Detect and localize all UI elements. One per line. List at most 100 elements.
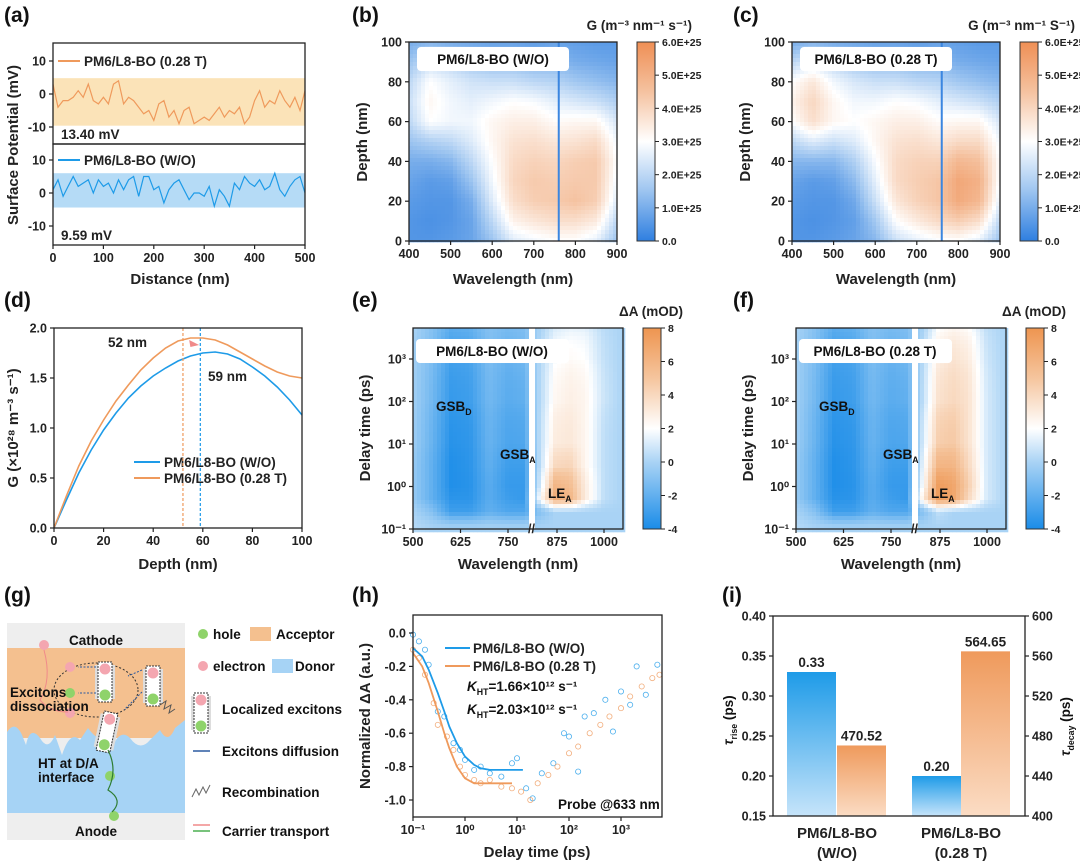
heatmap-cell — [413, 106, 418, 111]
heatmap-cell — [852, 70, 857, 75]
heatmap-cell — [593, 138, 598, 143]
heatmap-cell — [457, 154, 462, 159]
heatmap-cell — [501, 122, 506, 127]
heatmap-cell — [932, 226, 937, 231]
heatmap-cell — [529, 70, 534, 75]
heatmap-cell — [485, 202, 490, 207]
heatmap-cell — [505, 158, 510, 163]
heatmap-cell — [513, 74, 518, 79]
heatmap-cell — [501, 86, 506, 91]
heatmap-cell — [812, 122, 817, 127]
heatmap-cell — [429, 178, 434, 183]
heatmap-cell — [417, 226, 422, 231]
heatmap-cell — [421, 190, 426, 195]
heatmap-cell — [904, 234, 909, 239]
heatmap-cell — [493, 238, 498, 243]
heatmap-cell — [569, 218, 574, 223]
heatmap-cell — [948, 238, 953, 243]
heatmap-cell — [888, 78, 893, 83]
heatmap-cell — [908, 122, 913, 127]
heatmap-cell — [601, 206, 606, 211]
heatmap-cell — [944, 198, 949, 203]
heatmap-cell — [465, 202, 470, 207]
heatmap-cell — [529, 170, 534, 175]
heatmap-cell — [589, 190, 594, 195]
heatmap-cell — [549, 154, 554, 159]
heatmap-cell — [441, 226, 446, 231]
heatmap-cell — [924, 198, 929, 203]
heatmap-cell — [844, 82, 849, 87]
heatmap-cell — [565, 230, 570, 235]
heatmap-cell — [573, 222, 578, 227]
heatmap-cell — [561, 222, 566, 227]
heatmap-cell — [872, 126, 877, 131]
heatmap-cell — [824, 238, 829, 243]
heatmap-cell — [832, 238, 837, 243]
heatmap-cell — [904, 202, 909, 207]
heatmap-cell — [908, 238, 913, 243]
heatmap-cell — [920, 90, 925, 95]
heatmap-cell — [872, 110, 877, 115]
heatmap-cell — [521, 162, 526, 167]
heatmap-cell — [525, 154, 530, 159]
heatmap-cell — [457, 138, 462, 143]
heatmap-cell — [425, 106, 430, 111]
heatmap-cell — [425, 126, 430, 131]
heatmap-cell — [409, 58, 414, 63]
heatmap-cell — [577, 158, 582, 163]
heatmap-cell — [441, 202, 446, 207]
heatmap-cell — [609, 198, 614, 203]
heatmap-cell — [800, 110, 805, 115]
heatmap-cell — [565, 154, 570, 159]
heatmap-cell — [968, 154, 973, 159]
heatmap-cell — [573, 114, 578, 119]
heatmap-cell — [465, 174, 470, 179]
heatmap-cell — [936, 126, 941, 131]
heatmap-cell — [864, 78, 869, 83]
heatmap-cell — [864, 90, 869, 95]
heatmap-cell — [589, 70, 594, 75]
heatmap-cell — [413, 122, 418, 127]
heatmap-cell — [565, 214, 570, 219]
heatmap-cell — [928, 78, 933, 83]
heatmap-cell — [513, 82, 518, 87]
heatmap-cell — [465, 142, 470, 147]
heatmap-cell — [529, 146, 534, 151]
heatmap-cell — [856, 82, 861, 87]
heatmap-cell — [545, 138, 550, 143]
heatmap-cell — [525, 130, 530, 135]
heatmap-cell — [920, 142, 925, 147]
heatmap-cell — [864, 158, 869, 163]
heatmap-cell — [537, 86, 542, 91]
heatmap-cell — [860, 198, 865, 203]
heatmap-cell — [960, 170, 965, 175]
heatmap-cell — [577, 138, 582, 143]
heatmap-cell — [593, 58, 598, 63]
heatmap-cell — [972, 42, 977, 47]
heatmap-cell — [461, 42, 466, 47]
heatmap-cell — [549, 122, 554, 127]
heatmap-cell — [936, 130, 941, 135]
heatmap-cell — [437, 90, 442, 95]
heatmap-cell — [816, 198, 821, 203]
heatmap-cell — [493, 94, 498, 99]
heatmap-cell — [597, 66, 602, 71]
heatmap-cell — [469, 162, 474, 167]
band-0 — [53, 78, 305, 126]
heatmap-cell — [904, 230, 909, 235]
heatmap-cell — [461, 82, 466, 87]
heatmap-cell — [848, 198, 853, 203]
heatmap-cell — [597, 114, 602, 119]
heatmap-cell — [956, 134, 961, 139]
heatmap-cell — [517, 198, 522, 203]
heatmap-cell — [473, 90, 478, 95]
heatmap-cell — [956, 66, 961, 71]
heatmap-cell — [876, 110, 881, 115]
heatmap-cell — [477, 174, 482, 179]
heatmap-cell — [820, 86, 825, 91]
heatmap-cell — [804, 118, 809, 123]
heatmap-cell — [445, 222, 450, 227]
heatmap-cell — [529, 74, 534, 79]
heatmap-cell — [533, 138, 538, 143]
heatmap-cell — [956, 130, 961, 135]
